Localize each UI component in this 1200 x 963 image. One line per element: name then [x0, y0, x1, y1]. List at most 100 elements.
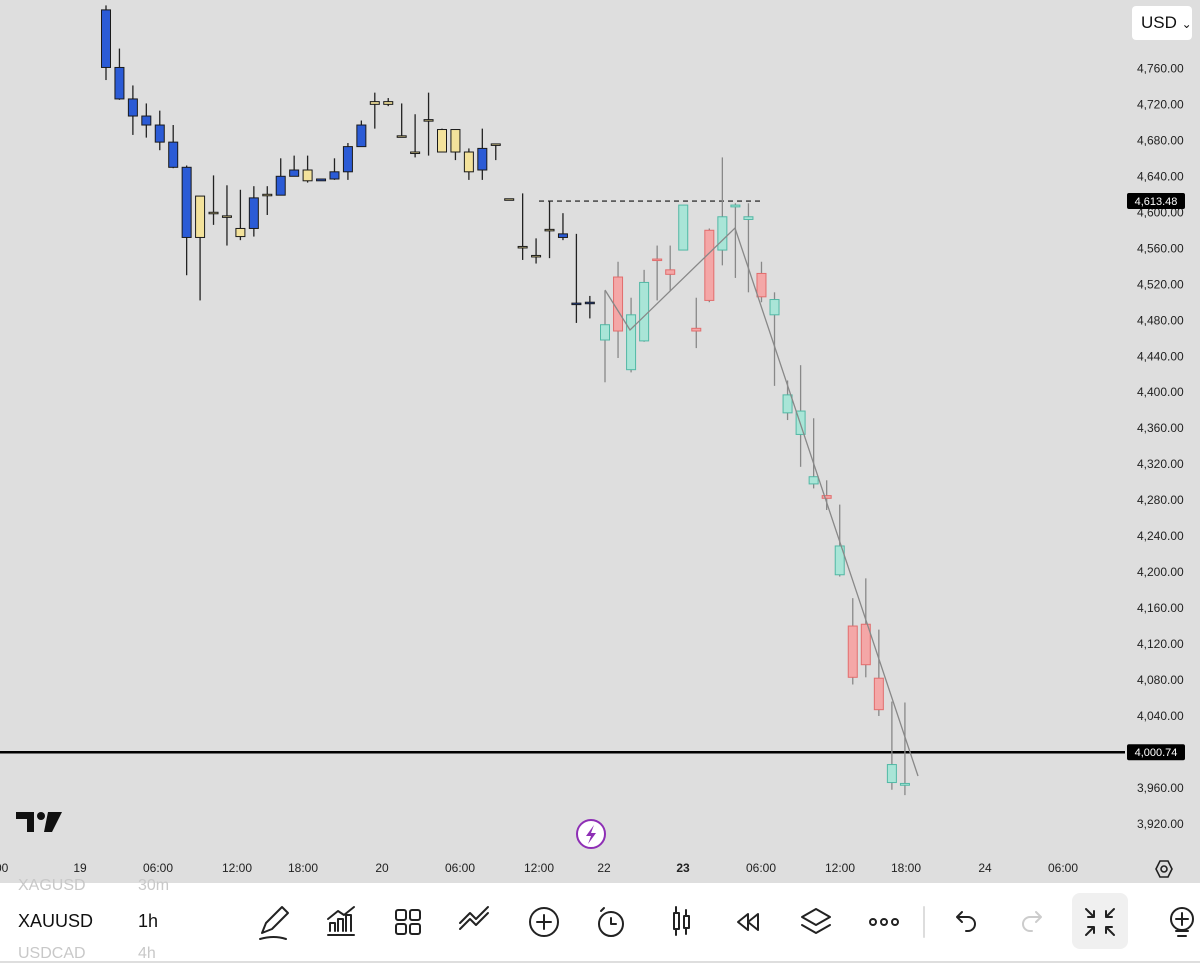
candle-body	[743, 216, 754, 220]
candle-body	[114, 66, 125, 100]
candle-body	[769, 299, 780, 316]
candle-body	[847, 625, 858, 678]
candle-body	[490, 143, 501, 146]
trend-line	[604, 226, 919, 777]
indicators-icon[interactable]	[327, 906, 355, 936]
add-icon[interactable]	[529, 907, 559, 937]
y-tick-label: 4,360.00	[1137, 421, 1184, 435]
candle-body	[584, 301, 595, 305]
x-tick-label: 24	[978, 861, 992, 875]
interval[interactable]: 4h	[138, 945, 156, 962]
candle-body	[517, 245, 528, 249]
price-label: 4,613.48	[1135, 196, 1178, 208]
candle-body	[396, 135, 407, 138]
price-label-box	[1127, 193, 1185, 210]
fullscreen-button[interactable]	[1072, 893, 1128, 949]
x-tick-label: 18:00	[288, 861, 318, 875]
candle-body	[821, 495, 832, 499]
layout-icon[interactable]	[395, 909, 421, 935]
y-tick-label: 4,560.00	[1137, 241, 1184, 255]
y-tick-label: 4,200.00	[1137, 565, 1184, 579]
x-tick-label: 12:00	[222, 861, 252, 875]
more-icon[interactable]	[869, 918, 899, 926]
replay-icon[interactable]	[737, 913, 759, 931]
y-tick-label: 4,640.00	[1137, 169, 1184, 183]
candle-body	[463, 151, 474, 173]
candle-body	[302, 169, 313, 182]
price-label: 4,000.74	[1135, 747, 1178, 759]
symbol[interactable]: XAGUSD	[18, 877, 86, 894]
candle-body	[730, 204, 741, 208]
lightning-icon[interactable]	[576, 819, 606, 849]
y-tick-label: 4,160.00	[1137, 601, 1184, 615]
y-tick-label: 4,520.00	[1137, 277, 1184, 291]
candle-body	[195, 195, 206, 238]
candle-body	[168, 141, 179, 168]
candle-body	[437, 129, 447, 153]
candle-body	[899, 782, 910, 786]
candle-body	[477, 147, 488, 171]
chevron: ⌄	[1181, 17, 1192, 31]
y-tick-label: 4,400.00	[1137, 385, 1184, 399]
y-tick-label: 4,240.00	[1137, 529, 1184, 543]
candle-body	[410, 151, 421, 155]
candle-body	[316, 178, 327, 182]
y-tick-label: 3,960.00	[1137, 781, 1184, 795]
candle-body	[665, 269, 676, 275]
undo-icon[interactable]	[956, 911, 976, 932]
y-tick-label: 4,080.00	[1137, 673, 1184, 687]
candle-body	[886, 764, 897, 784]
alert-icon[interactable]	[598, 907, 624, 937]
y-tick-label: 3,920.00	[1137, 817, 1184, 831]
candle-body	[678, 204, 689, 251]
candle-body	[248, 197, 259, 229]
x-tick-label: 23	[676, 861, 690, 875]
settings-icon[interactable]	[1155, 860, 1173, 878]
price-label-box	[1127, 744, 1185, 761]
symbol[interactable]: USDCAD	[18, 945, 86, 962]
candle-body	[262, 193, 273, 197]
candle-body	[571, 302, 582, 306]
candle-body	[154, 124, 165, 143]
candle-body	[639, 281, 650, 342]
x-tick-label: 22	[597, 861, 611, 875]
candle-body	[369, 101, 380, 105]
toolbar: XAGUSD 30m XAUUSD 1h USDCAD 4h	[0, 877, 1200, 962]
candle-body	[600, 324, 610, 341]
y-tick-label: 4,040.00	[1137, 709, 1184, 723]
candle-body	[141, 115, 152, 126]
candle-body	[127, 98, 138, 117]
y-tick-label: 4,280.00	[1137, 493, 1184, 507]
candle-body	[342, 146, 353, 173]
x-tick-label: 12:00	[825, 861, 855, 875]
candle-body	[613, 276, 624, 332]
interval[interactable]: 30m	[138, 877, 170, 894]
x-tick-label: 19	[73, 861, 87, 875]
candle-body	[101, 9, 111, 68]
candle-icon[interactable]	[673, 906, 690, 936]
tv-logo	[16, 812, 62, 832]
candle-body	[329, 171, 340, 180]
y-tick-label: 4,480.00	[1137, 313, 1184, 327]
zoom-icon[interactable]	[1170, 907, 1194, 937]
y-tick-label: 4,440.00	[1137, 349, 1184, 363]
candle-body	[221, 215, 232, 218]
candle-body	[181, 166, 192, 238]
currency-button[interactable]: USD ⌄	[1132, 6, 1192, 40]
draw-icon[interactable]	[259, 906, 289, 940]
redo-icon[interactable]	[1022, 911, 1042, 932]
candle-body	[873, 677, 884, 711]
candle-body	[652, 258, 663, 262]
interval[interactable]: 1h	[138, 911, 159, 931]
symbol[interactable]: XAUUSD	[18, 911, 94, 931]
y-tick-label: 4,720.00	[1137, 97, 1184, 111]
y-tick-label: 4,320.00	[1137, 457, 1184, 471]
candle-body	[626, 314, 637, 371]
candle-body	[504, 198, 515, 201]
compare-icon[interactable]	[459, 906, 489, 930]
layers-icon[interactable]	[801, 908, 831, 934]
candle-body	[782, 394, 793, 414]
x-tick-label: 06:00	[445, 861, 475, 875]
x-tick-label: 06:00	[143, 861, 173, 875]
x-tick-label: :00	[0, 861, 9, 875]
